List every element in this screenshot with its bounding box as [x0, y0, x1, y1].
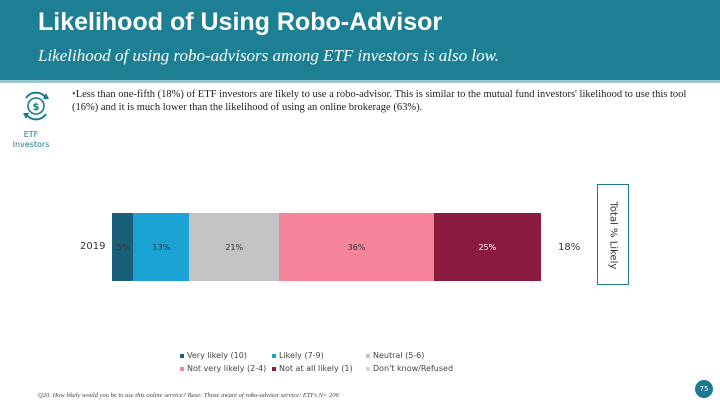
legend-label: Very likely (10)	[187, 351, 247, 360]
legend-swatch	[366, 366, 370, 371]
legend-swatch	[366, 353, 370, 358]
data-label: 21%	[225, 242, 244, 252]
data-label: 13%	[152, 242, 171, 252]
legend-item: Not very likely (2-4)	[180, 362, 266, 375]
legend-swatch	[272, 353, 276, 358]
legend-item: Not at all likely (1)	[272, 362, 353, 375]
header-banner: Likelihood of Using Robo-Advisor Likelih…	[0, 0, 720, 80]
legend-label: Not very likely (2-4)	[187, 364, 267, 373]
key-finding-bullet: •Less than one-fifth (18%) of ETF invest…	[72, 88, 702, 114]
slide-title: Likelihood of Using Robo-Advisor	[38, 8, 443, 36]
bar-segment-not-at-all-likely-1: 25%	[433, 213, 541, 281]
stacked-bar-2019: 5% 13% 21% 36% 25%	[112, 213, 541, 281]
data-label: 5%	[117, 242, 130, 252]
svg-text:$: $	[33, 102, 40, 113]
logo-label: ETF Investors	[12, 130, 50, 149]
legend-label: Not at all likely (1)	[279, 364, 353, 373]
slide-subtitle: Likelihood of using robo-advisors among …	[38, 46, 499, 65]
legend-item: Don't know/Refused	[366, 362, 453, 375]
robo-advisor-dollar-icon: $	[23, 91, 49, 121]
total-likely-box	[597, 184, 629, 285]
legend-label: Likely (7-9)	[279, 351, 324, 360]
legend-swatch	[180, 366, 184, 371]
page-number: 75	[695, 380, 713, 398]
legend-item: Very likely (10)	[180, 349, 247, 362]
total-likely-value: 18%	[558, 242, 581, 253]
bar-segment-neutral-5-6: 21%	[189, 213, 280, 281]
data-label: 25%	[478, 242, 497, 252]
key-finding-text: Less than one-fifth (18%) of ETF investo…	[72, 89, 687, 113]
bar-segment-very-likely-10: 5%	[112, 213, 134, 281]
footnote: Q20. How likely would you be to use this…	[38, 392, 339, 399]
legend-item: Neutral (5-6)	[366, 349, 424, 362]
header-divider	[0, 80, 720, 83]
legend-label: Don't know/Refused	[373, 364, 454, 373]
bar-segment-likely-7-9: 13%	[133, 213, 190, 281]
legend-swatch	[180, 353, 184, 358]
legend-swatch	[272, 366, 276, 371]
category-label-2019: 2019	[80, 241, 106, 252]
total-likely-label: Total % Likely	[607, 201, 619, 270]
legend-item: Likely (7-9)	[272, 349, 324, 362]
data-label: 36%	[347, 242, 366, 252]
bullet-marker: •	[72, 89, 76, 100]
bar-segment-not-very-likely-2-4: 36%	[279, 213, 434, 281]
legend-label: Neutral (5-6)	[373, 351, 425, 360]
